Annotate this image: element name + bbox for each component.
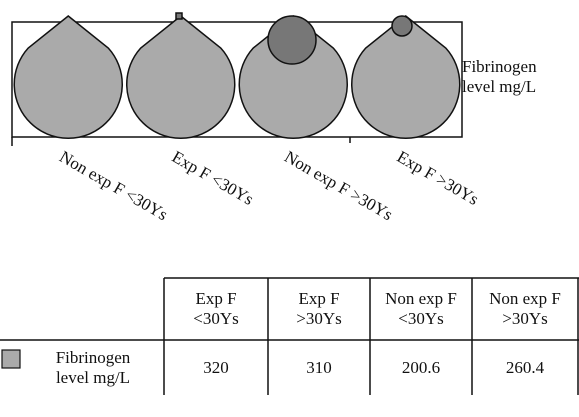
- column-header-cell: Exp F <30Ys: [164, 278, 268, 340]
- column-header: Non exp F >30Ys: [488, 289, 562, 329]
- table-value: 260.4: [488, 358, 562, 378]
- x-tick-label: Exp F <30Ys: [169, 147, 257, 209]
- legend-text: Fibrinogen level mg/L: [462, 57, 572, 97]
- inner-mark: [176, 13, 182, 19]
- table-value: 200.6: [384, 358, 458, 378]
- column-header: Non exp F <30Ys: [384, 289, 458, 329]
- legend-label: Fibrinogen level mg/L: [462, 52, 579, 102]
- inner-mark: [392, 16, 412, 36]
- x-tick-label: Non exp F >30Ys: [281, 147, 396, 224]
- column-header: Exp F <30Ys: [179, 289, 253, 329]
- x-tick-label: Non exp F <30Ys: [56, 147, 171, 224]
- drop-shape: [14, 16, 122, 138]
- column-header-cell: Non exp F <30Ys: [370, 278, 472, 340]
- row-label-text: Fibrinogen level mg/L: [48, 348, 138, 388]
- row-label: Fibrinogen level mg/L: [22, 340, 164, 395]
- table-value: 310: [282, 358, 356, 378]
- drop-shape: [127, 16, 235, 138]
- table-value-cell: 320: [164, 340, 268, 395]
- table-value-cell: 310: [268, 340, 370, 395]
- column-header: Exp F >30Ys: [282, 289, 356, 329]
- table-value-cell: 260.4: [472, 340, 578, 395]
- inner-mark: [268, 16, 316, 64]
- page: Non exp F <30YsExp F <30YsNon exp F >30Y…: [0, 0, 579, 417]
- legend-swatch: [2, 350, 20, 368]
- table-value: 320: [179, 358, 253, 378]
- table-value-cell: 200.6: [370, 340, 472, 395]
- column-header-cell: Non exp F >30Ys: [472, 278, 578, 340]
- column-header-cell: Exp F >30Ys: [268, 278, 370, 340]
- x-tick-label: Exp F >30Ys: [394, 147, 482, 209]
